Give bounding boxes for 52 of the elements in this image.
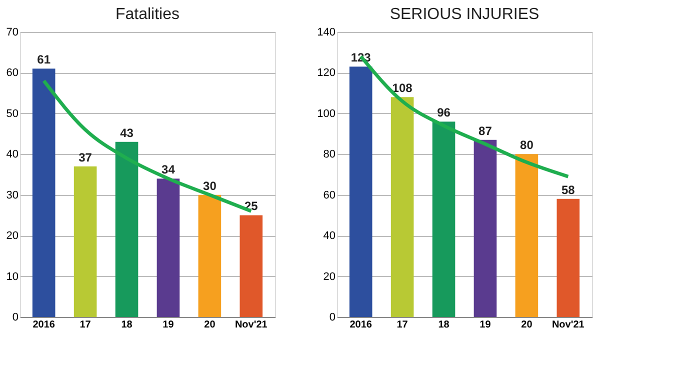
y-tick-label: 140	[317, 26, 336, 38]
x-tick-label: 19	[480, 320, 492, 330]
x-tick-label: 17	[80, 320, 92, 330]
data-label: 96	[437, 106, 451, 120]
y-tick-label: 40	[6, 148, 18, 161]
data-label: 30	[203, 178, 217, 193]
chart-title: Fatalities	[115, 6, 180, 23]
y-tick-label: 10	[6, 270, 18, 283]
x-tick-label: 18	[121, 320, 133, 330]
y-tick-label: 40	[323, 230, 336, 242]
x-tick-label: 19	[162, 320, 174, 330]
x-tick-label: 20	[521, 320, 533, 330]
y-tick-label: 100	[317, 108, 336, 120]
y-tick-label: 20	[323, 270, 336, 283]
data-label: 58	[561, 182, 576, 197]
chart-title: SERIOUS INJURIES	[390, 6, 540, 23]
y-tick-label: 0	[329, 312, 336, 324]
bar	[556, 198, 580, 317]
y-tick-label: 120	[317, 67, 336, 80]
y-tick-label: 0	[12, 312, 18, 324]
bar	[349, 66, 372, 317]
data-label: 43	[120, 126, 134, 140]
bar	[74, 166, 97, 317]
bar	[156, 178, 180, 317]
x-tick-label: 17	[396, 320, 408, 330]
y-tick-label: 60	[6, 67, 18, 80]
bar	[515, 154, 538, 317]
data-label: 34	[162, 162, 176, 177]
y-tick-label: 30	[6, 189, 18, 202]
x-tick-label: 18	[438, 320, 450, 330]
bar	[115, 142, 138, 317]
x-tick-label: 2016	[32, 320, 56, 330]
x-tick-label: 2016	[350, 320, 372, 330]
bar	[390, 97, 414, 317]
y-tick-label: 70	[6, 26, 18, 38]
y-tick-label: 50	[6, 108, 18, 120]
data-label: 80	[520, 138, 534, 152]
y-tick-label: 80	[323, 148, 336, 161]
bar	[474, 140, 497, 317]
bar	[240, 215, 263, 317]
data-label: 108	[392, 81, 413, 96]
data-label: 61	[37, 52, 51, 67]
data-label: 37	[78, 150, 92, 164]
x-tick-label: Nov'21	[552, 320, 585, 330]
y-tick-label: 20	[6, 230, 18, 242]
bar	[198, 194, 222, 317]
data-label: 87	[478, 124, 492, 138]
x-tick-label: Nov'21	[234, 320, 268, 330]
y-tick-label: 60	[323, 189, 336, 202]
bar	[32, 68, 56, 317]
bar	[432, 122, 456, 317]
x-tick-label: 20	[204, 320, 216, 330]
